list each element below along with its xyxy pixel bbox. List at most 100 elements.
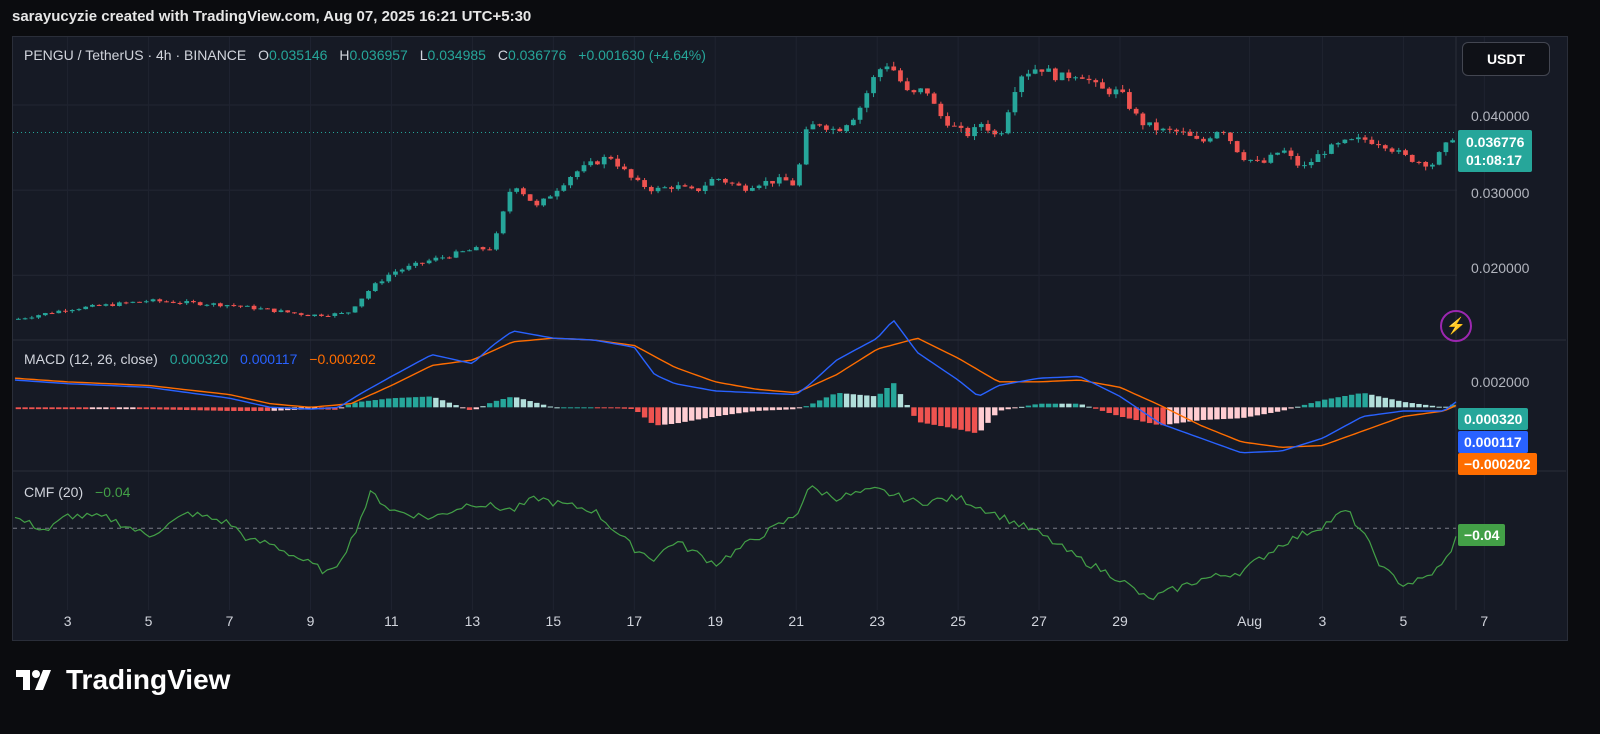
- signal-value: 0.000117: [240, 351, 298, 367]
- candle-body: [581, 165, 587, 172]
- time-axis-label: 17: [626, 613, 643, 629]
- macd-hist-bar: [749, 407, 756, 412]
- candle-body: [857, 107, 863, 120]
- bolt-icon[interactable]: ⚡: [1440, 310, 1472, 342]
- macd-hist-bar: [1355, 393, 1362, 408]
- macd-hist-bar: [433, 397, 439, 408]
- candle-body: [500, 211, 506, 234]
- macd-hist-bar: [581, 407, 587, 409]
- macd-hist-bar: [473, 407, 479, 410]
- candle-body: [837, 128, 843, 132]
- candle-body: [285, 310, 291, 313]
- time-axis-label: 5: [1399, 613, 1408, 629]
- macd-hist-bar: [1315, 401, 1321, 408]
- candle-body: [1005, 112, 1011, 134]
- macd-hist-bar: [608, 407, 614, 409]
- candle-body: [1026, 73, 1031, 77]
- time-axis-label: 15: [545, 613, 562, 629]
- macd-title: MACD (12, 26, close): [24, 351, 158, 367]
- candle-body: [69, 310, 75, 312]
- candle-body: [790, 180, 796, 186]
- macd-hist-bar: [1335, 397, 1341, 408]
- cmf-line: [14, 485, 1457, 601]
- candle-body: [1113, 89, 1119, 95]
- candle-body: [164, 301, 169, 303]
- candle-body: [850, 119, 856, 126]
- candle-body: [494, 233, 499, 250]
- macd-hist-bar: [103, 407, 109, 410]
- macd-hist-bar: [1045, 403, 1052, 408]
- chart-attribution: sarayucyzie created with TradingView.com…: [12, 8, 532, 25]
- macd-hist-bar: [992, 407, 998, 416]
- cmf-title: CMF (20): [24, 484, 84, 500]
- macd-hist-bar: [655, 407, 661, 426]
- candle-body: [467, 250, 472, 252]
- macd-hist-bar: [1079, 404, 1085, 408]
- macd-hist-bar: [419, 396, 426, 408]
- macd-hist-bar: [338, 407, 345, 409]
- candle-body: [925, 88, 930, 94]
- candle-body: [1342, 139, 1348, 144]
- macd-hist-bar: [136, 407, 143, 410]
- candle-body: [325, 315, 331, 317]
- candle-body: [1409, 154, 1415, 162]
- candle-body: [554, 190, 560, 197]
- candle-body: [1261, 160, 1267, 163]
- candle-body: [588, 161, 594, 166]
- macd-hist-bar: [938, 407, 944, 427]
- candle-body: [702, 185, 708, 192]
- candle-body: [723, 178, 728, 183]
- macd-hist-bar: [594, 407, 601, 409]
- macd-axis-label: 0.002000: [1471, 374, 1530, 390]
- currency-button[interactable]: USDT: [1462, 42, 1550, 76]
- macd-hist-bar: [493, 400, 500, 408]
- cmf-legend: CMF (20) −0.04: [24, 484, 138, 500]
- candle-body: [56, 310, 62, 314]
- macd-hist-bar: [742, 407, 749, 413]
- signal-tag: 0.000117: [1458, 431, 1528, 453]
- macd-hist-bar: [1375, 396, 1382, 408]
- macd-hist-bar: [971, 407, 978, 433]
- time-axis-label: 27: [1031, 613, 1047, 629]
- candle-body: [103, 304, 109, 306]
- candle-body: [157, 299, 163, 302]
- macd-hist-bar: [520, 399, 527, 408]
- chart-frame[interactable]: [12, 36, 1568, 641]
- candle-body: [709, 178, 715, 186]
- macd-hist-bar: [776, 407, 782, 410]
- macd-hist-bar: [1423, 404, 1429, 408]
- candle-body: [63, 310, 68, 312]
- candle-body: [635, 177, 641, 181]
- candle-body: [1106, 88, 1112, 95]
- candle-body: [1349, 139, 1354, 141]
- candle-body: [1329, 144, 1334, 154]
- candle-body: [22, 318, 28, 320]
- candle-body: [1059, 72, 1065, 81]
- candle-body: [1436, 152, 1442, 165]
- macd-hist-bar: [1328, 398, 1335, 408]
- tradingview-logo: TradingView: [16, 664, 230, 696]
- macd-hist-bar: [1436, 406, 1442, 408]
- macd-hist-bar: [917, 407, 924, 423]
- candle-body: [406, 265, 412, 270]
- candle-body: [110, 304, 115, 306]
- macd-hist-bar: [1342, 396, 1348, 408]
- candle-body: [514, 188, 520, 192]
- macd-hist-bar: [1039, 403, 1045, 408]
- macd-hist-bar: [823, 397, 830, 408]
- cmf-tag: −0.04: [1458, 524, 1506, 546]
- candle-body: [386, 274, 392, 282]
- candle-body: [1281, 150, 1287, 153]
- macd-value: 0.000320: [169, 351, 229, 367]
- candle-body: [1275, 152, 1280, 155]
- candle-body: [1295, 155, 1301, 166]
- time-axis-label: 23: [869, 613, 885, 629]
- macd-hist-bar: [1052, 403, 1059, 408]
- candle-body: [312, 314, 318, 317]
- macd-hist-bar: [790, 407, 796, 410]
- macd-hist-bar: [1220, 407, 1227, 420]
- macd-hist-bar: [857, 394, 863, 408]
- candle-body: [1160, 128, 1166, 131]
- candle-body: [170, 301, 176, 303]
